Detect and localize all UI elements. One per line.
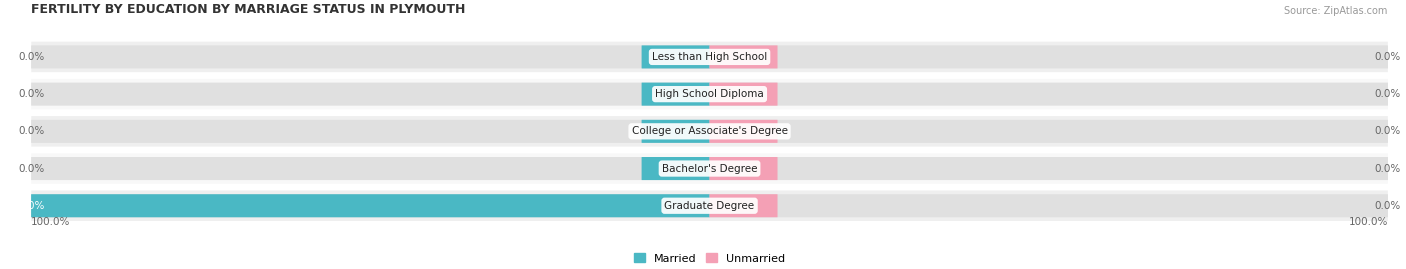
Text: 0.0%: 0.0% <box>18 52 45 62</box>
FancyBboxPatch shape <box>31 42 1388 72</box>
FancyBboxPatch shape <box>710 83 778 106</box>
FancyBboxPatch shape <box>710 45 778 69</box>
Text: Bachelor's Degree: Bachelor's Degree <box>662 164 758 174</box>
FancyBboxPatch shape <box>710 120 1388 143</box>
FancyBboxPatch shape <box>710 194 778 217</box>
FancyBboxPatch shape <box>31 120 710 143</box>
Text: Source: ZipAtlas.com: Source: ZipAtlas.com <box>1285 6 1388 16</box>
Text: 0.0%: 0.0% <box>1374 89 1400 99</box>
Text: 0.0%: 0.0% <box>1374 164 1400 174</box>
FancyBboxPatch shape <box>31 190 1388 221</box>
Text: 0.0%: 0.0% <box>18 126 45 136</box>
Text: 0.0%: 0.0% <box>18 89 45 99</box>
Text: College or Associate's Degree: College or Associate's Degree <box>631 126 787 136</box>
FancyBboxPatch shape <box>710 120 778 143</box>
Text: 100.0%: 100.0% <box>31 218 70 228</box>
FancyBboxPatch shape <box>31 83 710 106</box>
FancyBboxPatch shape <box>31 45 710 69</box>
FancyBboxPatch shape <box>710 157 778 180</box>
FancyBboxPatch shape <box>641 83 710 106</box>
Text: FERTILITY BY EDUCATION BY MARRIAGE STATUS IN PLYMOUTH: FERTILITY BY EDUCATION BY MARRIAGE STATU… <box>31 3 465 16</box>
Text: 100.0%: 100.0% <box>6 201 45 211</box>
Text: 0.0%: 0.0% <box>1374 126 1400 136</box>
Text: 0.0%: 0.0% <box>1374 52 1400 62</box>
Text: Graduate Degree: Graduate Degree <box>665 201 755 211</box>
FancyBboxPatch shape <box>31 194 710 217</box>
Text: 0.0%: 0.0% <box>18 164 45 174</box>
Text: 0.0%: 0.0% <box>1374 201 1400 211</box>
FancyBboxPatch shape <box>31 194 710 217</box>
FancyBboxPatch shape <box>710 194 1388 217</box>
FancyBboxPatch shape <box>641 45 710 69</box>
Text: Less than High School: Less than High School <box>652 52 768 62</box>
FancyBboxPatch shape <box>31 79 1388 109</box>
Text: High School Diploma: High School Diploma <box>655 89 763 99</box>
Legend: Married, Unmarried: Married, Unmarried <box>630 249 789 268</box>
FancyBboxPatch shape <box>710 157 1388 180</box>
FancyBboxPatch shape <box>710 45 1388 69</box>
FancyBboxPatch shape <box>31 157 710 180</box>
FancyBboxPatch shape <box>641 120 710 143</box>
FancyBboxPatch shape <box>641 157 710 180</box>
FancyBboxPatch shape <box>31 116 1388 147</box>
FancyBboxPatch shape <box>31 153 1388 184</box>
Text: 100.0%: 100.0% <box>1348 218 1388 228</box>
FancyBboxPatch shape <box>710 83 1388 106</box>
